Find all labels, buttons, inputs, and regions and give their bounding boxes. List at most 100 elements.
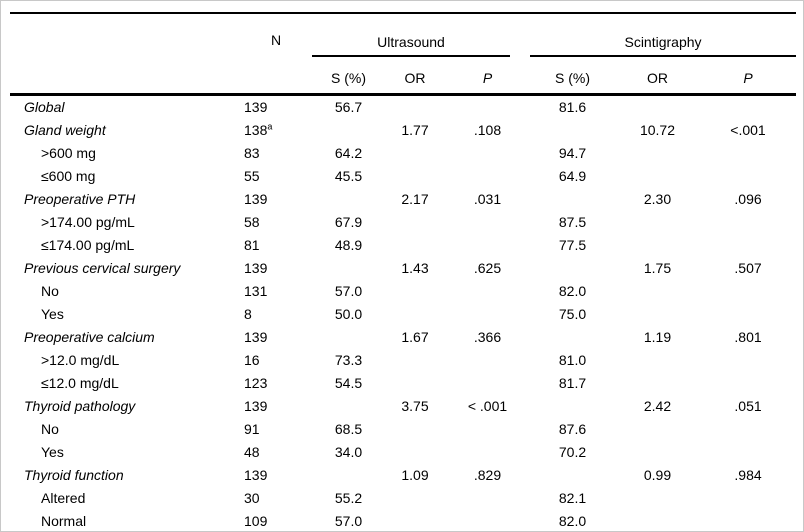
cell-n: 109 bbox=[244, 513, 268, 529]
cell-us-s: 45.5 bbox=[334, 168, 363, 184]
table-row: Gland weight 138a 1.77 .108 10.72 <.001 bbox=[10, 119, 796, 142]
cell-sc-or bbox=[615, 510, 700, 531]
cell-sc-p bbox=[700, 418, 796, 441]
cell-n: 8 bbox=[244, 306, 252, 322]
cell-sc-s: 87.6 bbox=[558, 421, 587, 437]
table-row: >600 mg 83 64.2 94.7 bbox=[10, 142, 796, 165]
cell-sc-s bbox=[530, 464, 615, 487]
header-sc-p-value: P bbox=[700, 57, 797, 96]
row-label: Global bbox=[24, 99, 65, 115]
cell-sc-s: 81.6 bbox=[558, 99, 587, 115]
cell-us-or bbox=[385, 234, 445, 257]
cell-us-p: < .001 bbox=[467, 398, 508, 414]
cell-sc-s: 64.9 bbox=[558, 168, 587, 184]
cell-us-s: 56.7 bbox=[334, 99, 363, 115]
header-us-odds-ratio: OR bbox=[385, 57, 445, 96]
cell-sc-or bbox=[615, 165, 700, 188]
cell-us-s: 68.5 bbox=[334, 421, 363, 437]
cell-us-s: 64.2 bbox=[334, 145, 363, 161]
cell-n: 139 bbox=[244, 467, 268, 483]
cell-sc-or bbox=[615, 280, 700, 303]
cell-sc-s: 81.7 bbox=[558, 375, 587, 391]
cell-sc-p bbox=[700, 211, 796, 234]
cell-us-s: 55.2 bbox=[334, 490, 363, 506]
header-empty-cell bbox=[240, 57, 312, 96]
table-row: Yes 8 50.0 75.0 bbox=[10, 303, 796, 326]
cell-us-s bbox=[312, 464, 385, 487]
cell-n: 138a bbox=[244, 121, 273, 138]
cell-us-p bbox=[445, 211, 530, 234]
cell-n: 91 bbox=[244, 421, 260, 437]
cell-us-or bbox=[385, 441, 445, 464]
cell-sc-p bbox=[700, 487, 796, 510]
cell-sc-p: .096 bbox=[734, 191, 762, 207]
cell-us-or bbox=[385, 142, 445, 165]
cell-us-p bbox=[445, 165, 530, 188]
cell-us-s: 73.3 bbox=[334, 352, 363, 368]
cell-us-or: 1.09 bbox=[401, 467, 429, 483]
cell-us-or: 1.67 bbox=[401, 329, 429, 345]
header-us-sensitivity: S (%) bbox=[312, 57, 385, 96]
cell-us-p: .366 bbox=[473, 329, 502, 345]
row-label: ≤174.00 pg/mL bbox=[41, 237, 135, 253]
cell-us-s: 57.0 bbox=[334, 283, 363, 299]
scintigraphy-group-underline: Scintigraphy bbox=[530, 30, 797, 57]
row-label: Normal bbox=[41, 513, 87, 529]
cell-sc-s bbox=[530, 119, 615, 142]
row-label: Preoperative calcium bbox=[24, 329, 155, 345]
header-empty-cell bbox=[10, 57, 240, 96]
ultrasound-group-underline: Ultrasound bbox=[312, 30, 510, 57]
cell-us-or: 3.75 bbox=[401, 398, 429, 414]
cell-n: 131 bbox=[244, 283, 268, 299]
table-row: ≤12.0 mg/dL 123 54.5 81.7 bbox=[10, 372, 796, 395]
cell-n: 139 bbox=[244, 398, 268, 414]
row-label: Gland weight bbox=[24, 122, 106, 138]
cell-us-p bbox=[445, 418, 530, 441]
cell-us-p: .829 bbox=[473, 467, 502, 483]
cell-us-s bbox=[312, 188, 385, 211]
row-label: No bbox=[41, 421, 59, 437]
cell-sc-s: 82.0 bbox=[558, 513, 587, 529]
cell-sc-s: 75.0 bbox=[558, 306, 587, 322]
cell-sc-or: 2.42 bbox=[643, 398, 672, 414]
cell-n: 139 bbox=[244, 99, 268, 115]
footnote-marker: a bbox=[267, 121, 273, 132]
cell-us-or: 2.17 bbox=[401, 191, 429, 207]
cell-us-p bbox=[445, 349, 530, 372]
cell-sc-s: 87.5 bbox=[558, 214, 587, 230]
cell-us-or bbox=[385, 372, 445, 395]
cell-sc-or: 2.30 bbox=[643, 191, 672, 207]
cell-us-p bbox=[445, 280, 530, 303]
header-sc-odds-ratio: OR bbox=[615, 57, 700, 96]
cell-sc-p: .507 bbox=[734, 260, 762, 276]
cell-us-s bbox=[312, 326, 385, 349]
table-row: Preoperative PTH 139 2.17 .031 2.30 .096 bbox=[10, 188, 796, 211]
header-subcolumn-row: S (%) OR P S (%) OR P bbox=[10, 57, 797, 96]
cell-sc-p bbox=[700, 510, 796, 531]
cell-us-or: 1.43 bbox=[401, 260, 429, 276]
cell-sc-p bbox=[700, 303, 796, 326]
cell-us-p bbox=[445, 95, 530, 120]
cell-sc-p bbox=[700, 349, 796, 372]
cell-us-p bbox=[445, 510, 530, 531]
cell-n: 83 bbox=[244, 145, 260, 161]
cell-sc-or: 0.99 bbox=[643, 467, 672, 483]
cell-sc-s bbox=[530, 188, 615, 211]
cell-us-s: 50.0 bbox=[334, 306, 363, 322]
cell-us-or bbox=[385, 280, 445, 303]
cell-sc-or: 1.75 bbox=[643, 260, 672, 276]
table-body: Global 139 56.7 81.6 Gland weight 138a 1.77 .10… bbox=[10, 95, 796, 532]
cell-us-s: 67.9 bbox=[334, 214, 363, 230]
header-group-ultrasound: Ultrasound bbox=[312, 13, 530, 57]
cell-us-or bbox=[385, 165, 445, 188]
row-label: Thyroid function bbox=[24, 467, 124, 483]
header-group-scintigraphy: Scintigraphy bbox=[530, 13, 797, 57]
scintigraphy-group-label: Scintigraphy bbox=[624, 34, 702, 50]
row-label: Altered bbox=[41, 490, 86, 506]
cell-sc-p: .051 bbox=[734, 398, 762, 414]
cell-sc-s: 82.0 bbox=[558, 283, 587, 299]
cell-us-s: 48.9 bbox=[334, 237, 363, 253]
table-row: Altered 30 55.2 82.1 bbox=[10, 487, 796, 510]
cell-us-p bbox=[445, 234, 530, 257]
cell-sc-p bbox=[700, 95, 796, 120]
